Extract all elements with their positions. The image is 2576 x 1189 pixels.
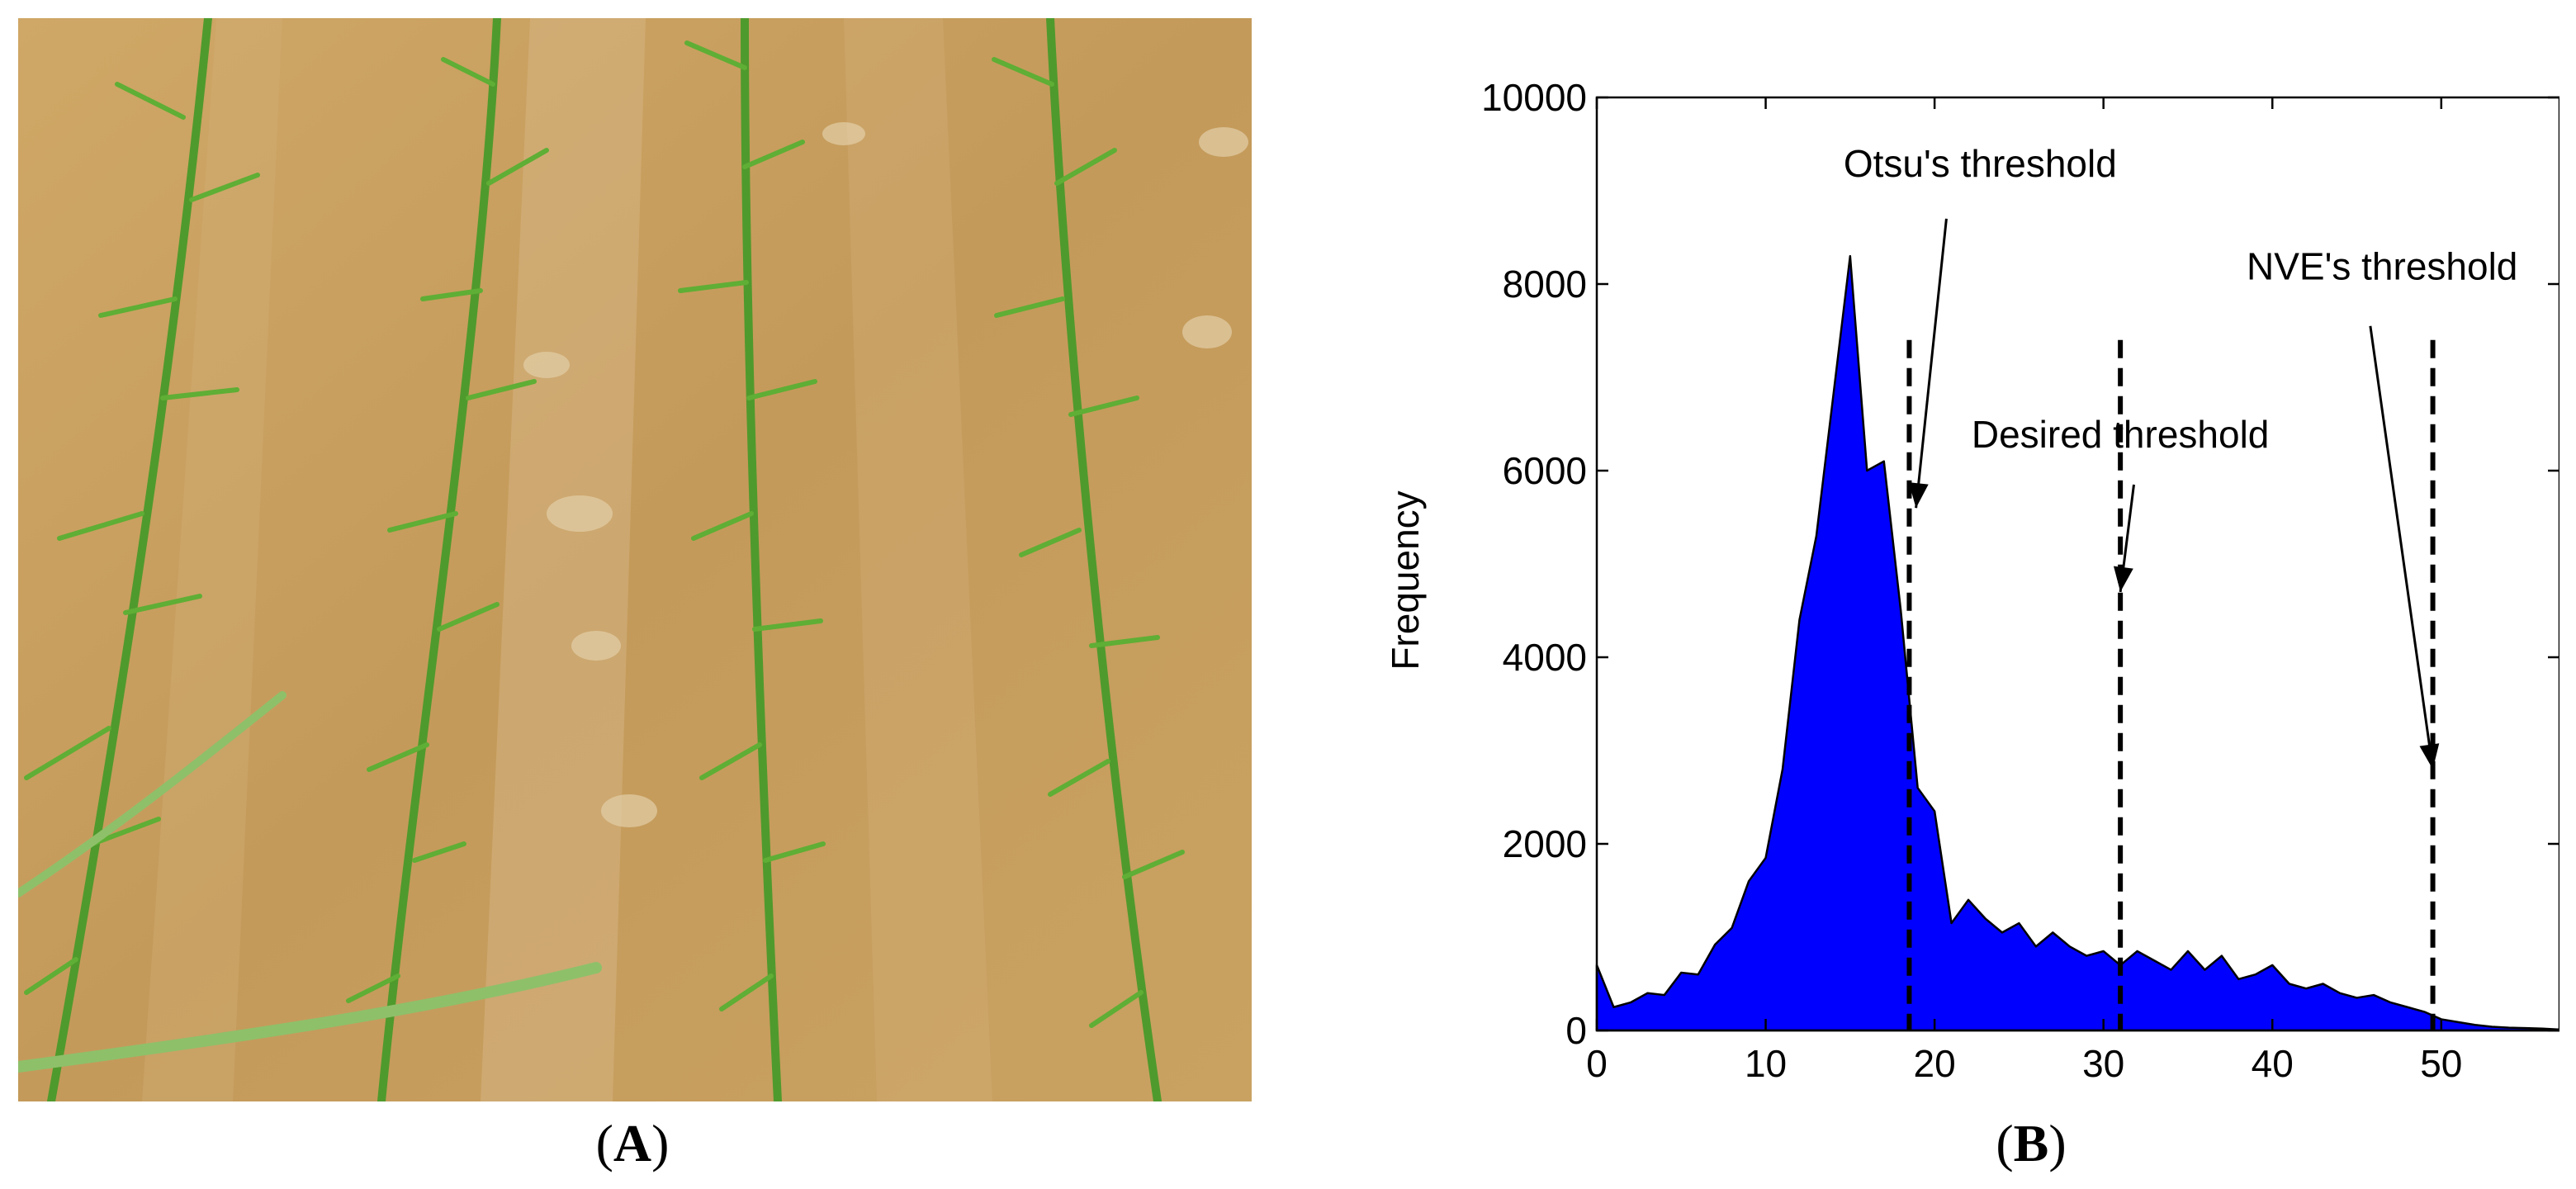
panel-label-a: (A) (595, 1114, 670, 1172)
y-tick-label: 2000 (1503, 822, 1587, 865)
threshold-annotation-label: Otsu's threshold (1844, 142, 2117, 185)
y-tick-label: 10000 (1481, 76, 1587, 119)
furrow-ridge (481, 18, 646, 1101)
threshold-arrow (1915, 218, 1948, 509)
threshold-annotation-label: Desired threshold (1972, 413, 2270, 456)
furrow-ridge (142, 18, 282, 1101)
rice-rows (18, 18, 1185, 1101)
x-tick-label: 10 (1745, 1042, 1787, 1085)
y-axis-label: Frequency (1384, 490, 1427, 670)
histogram-chart: 0 10 20 30 40 50 0 2000 4000 6000 8000 10000 Gray le… (1384, 76, 2559, 1090)
field-photo (18, 18, 1252, 1101)
x-axis-label: Gray level (1992, 1083, 2163, 1090)
x-tick-label: 0 (1586, 1042, 1608, 1085)
soil-clods (523, 122, 1248, 827)
axes-frame (1595, 96, 2559, 1032)
y-tick-label: 8000 (1503, 263, 1587, 306)
threshold-arrowhead (2419, 743, 2440, 770)
threshold-annotation-label: NVE's threshold (2247, 244, 2517, 287)
soil-background (18, 18, 1252, 1101)
histogram-area (1595, 254, 2559, 1032)
panel-label-b: (B) (1996, 1114, 2067, 1172)
furrow-ridge (844, 18, 992, 1101)
y-tick-label: 4000 (1503, 636, 1587, 679)
y-tick-label: 0 (1565, 1009, 1587, 1052)
x-tick-label: 50 (2420, 1042, 2462, 1085)
threshold-arrowhead (1908, 482, 1929, 509)
x-tick-label: 40 (2252, 1042, 2294, 1085)
threshold-arrowhead (2113, 566, 2133, 592)
x-tick-label: 20 (1914, 1042, 1956, 1085)
x-tick-label: 30 (2082, 1042, 2124, 1085)
y-tick-label: 6000 (1503, 449, 1587, 492)
threshold-arrow (2369, 325, 2435, 770)
